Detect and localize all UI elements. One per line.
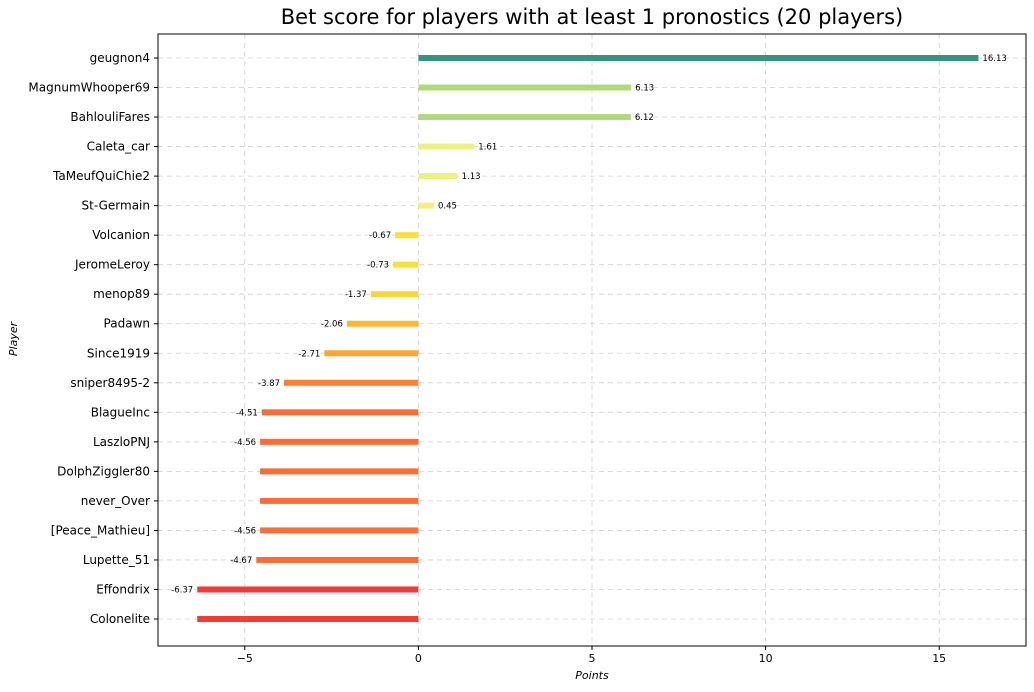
bar [418, 143, 475, 150]
data-label: -4.56 [234, 438, 256, 448]
y-tick-label: Colonelite [90, 612, 150, 626]
bar [418, 173, 458, 180]
bar [418, 202, 435, 209]
bar [260, 468, 419, 475]
y-tick-labels: geugnon4 MagnumWhooper69 BahlouliFares Cale… [28, 51, 158, 626]
data-label: -2.06 [321, 320, 343, 330]
y-tick-label: sniper8495-2 [70, 376, 150, 390]
data-label: -4.67 [230, 556, 252, 566]
chart-title: Bet score for players with at least 1 pr… [281, 5, 903, 29]
y-tick-label: St-Germain [82, 199, 150, 213]
bar [260, 497, 419, 504]
grid-layer [158, 34, 1026, 646]
data-label: 6.13 [635, 84, 654, 94]
bar [324, 350, 419, 357]
bar [346, 320, 419, 327]
data-label: -0.67 [369, 231, 391, 241]
x-tick-label: 5 [589, 652, 596, 665]
x-tick-label: 15 [932, 652, 946, 665]
data-label: 16.13 [982, 54, 1006, 64]
bar [393, 261, 419, 268]
x-tick-labels: −5 0 5 10 15 [237, 646, 946, 665]
y-tick-label: [Peace_Mathieu] [51, 523, 150, 537]
bar [261, 409, 419, 416]
y-tick-label: Lupette_51 [83, 553, 150, 567]
y-tick-label: JeromeLeroy [74, 258, 150, 272]
bar [260, 527, 419, 534]
y-tick-label: geugnon4 [90, 51, 150, 65]
x-axis-label: Points [575, 669, 609, 682]
x-tick-label: −5 [237, 652, 253, 665]
bar [197, 586, 419, 593]
bar [284, 379, 419, 386]
y-tick-label: LaszloPNJ [93, 435, 150, 449]
data-label: -2.71 [298, 349, 320, 359]
data-label: 1.13 [462, 172, 481, 182]
y-tick-label: MagnumWhooper69 [28, 81, 150, 95]
data-label: -4.56 [234, 526, 256, 536]
bars-layer [197, 55, 979, 622]
y-tick-label: Effondrix [96, 582, 150, 596]
y-tick-label: never_Over [81, 494, 150, 508]
y-tick-label: Caleta_car [87, 140, 150, 154]
data-label: 1.61 [478, 143, 497, 153]
bar [418, 84, 632, 91]
y-tick-label: menop89 [93, 287, 150, 301]
bar [197, 616, 419, 622]
data-label: -3.87 [258, 379, 280, 389]
bar [260, 438, 419, 445]
y-tick-label: BahlouliFares [70, 110, 150, 124]
bar [370, 291, 419, 298]
data-label: 0.45 [438, 202, 457, 212]
bar [256, 556, 419, 563]
bar [395, 232, 419, 239]
bar [418, 55, 979, 61]
y-tick-label: Since1919 [87, 346, 150, 360]
x-tick-label: 0 [415, 652, 422, 665]
y-tick-label: Volcanion [92, 228, 150, 242]
y-axis-label: Player [7, 320, 20, 356]
y-tick-label: TaMeufQuiChie2 [52, 169, 150, 183]
plot-frame [157, 33, 1027, 647]
data-label: 6.12 [635, 113, 654, 123]
data-label: -1.37 [345, 290, 367, 300]
y-tick-label: BlagueInc [91, 405, 150, 419]
data-labels-layer: 16.13 6.13 6.12 1.61 1.13 0.45 -0.67 -0.73 -1.37… [171, 54, 1007, 595]
y-tick-label: DolphZiggler80 [57, 464, 150, 478]
data-label: -0.73 [367, 261, 389, 271]
data-label: -6.37 [171, 585, 193, 595]
data-label: -4.51 [236, 408, 258, 418]
y-tick-label: Padawn [104, 317, 150, 331]
x-tick-label: 10 [759, 652, 773, 665]
bar [418, 114, 631, 121]
